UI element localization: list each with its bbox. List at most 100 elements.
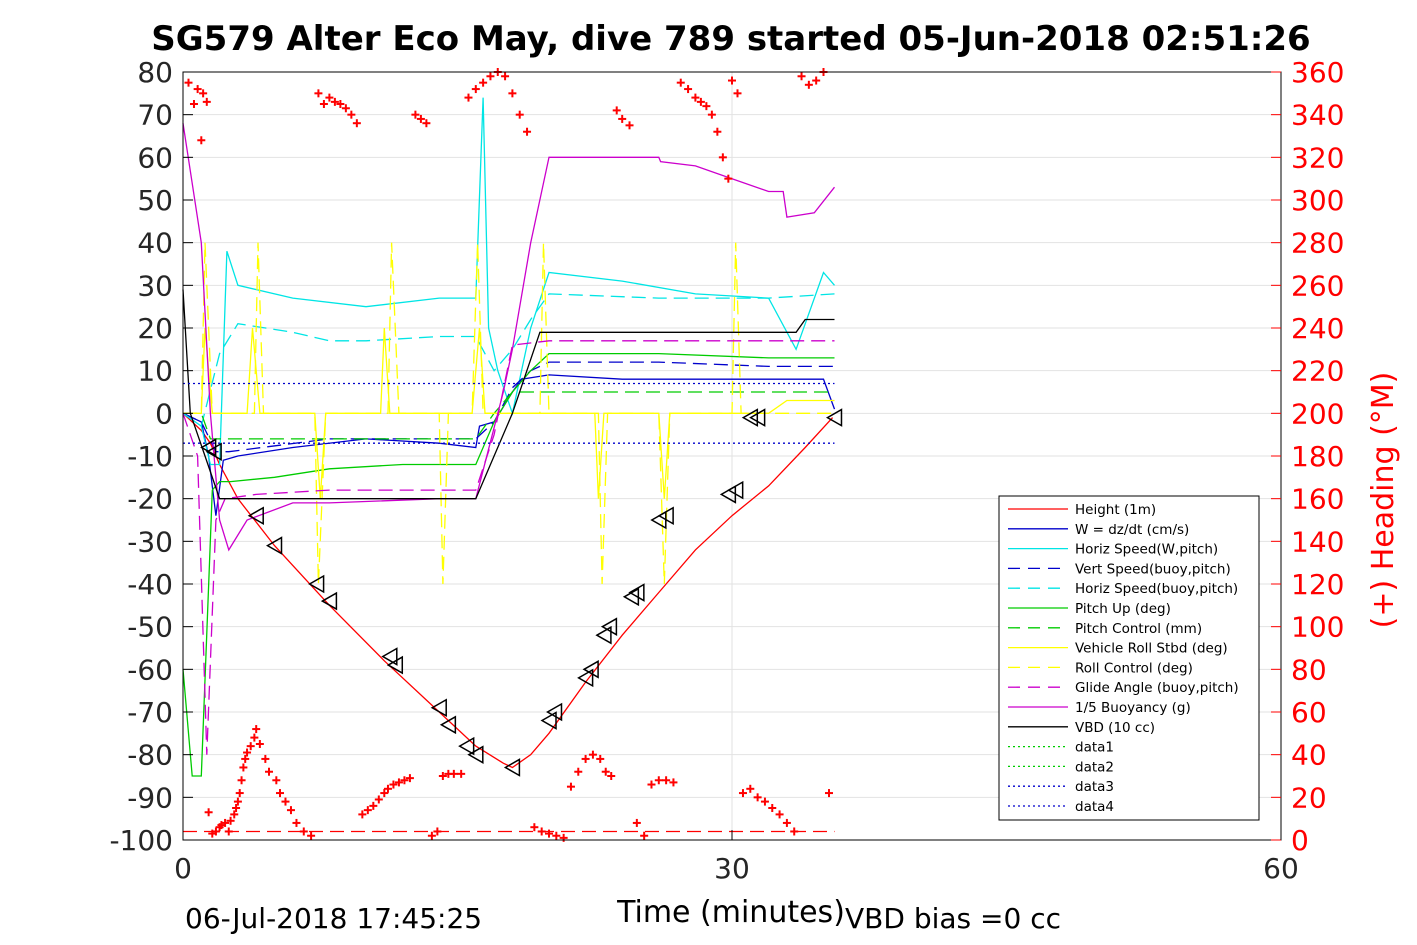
y-tick-label: -80 bbox=[127, 739, 173, 772]
heading-point bbox=[804, 80, 813, 89]
y2-tick-label: 80 bbox=[1291, 653, 1327, 686]
heading-point bbox=[230, 810, 239, 819]
heading-point bbox=[486, 72, 495, 81]
heading-point bbox=[596, 754, 605, 763]
series-line-10 bbox=[182, 123, 836, 552]
triangle-marker bbox=[320, 591, 338, 611]
legend-label-1: W = dz/dt (cm/s) bbox=[1075, 522, 1189, 538]
legend-box bbox=[998, 495, 1260, 821]
heading-point bbox=[724, 174, 733, 183]
marker-group bbox=[184, 68, 843, 842]
heading-point bbox=[193, 85, 202, 94]
legend-label-10: 1/5 Buoyancy (g) bbox=[1075, 700, 1191, 716]
y-tick-label: 50 bbox=[137, 184, 173, 217]
heading-point bbox=[427, 831, 436, 840]
legend-label-4: Horiz Speed(buoy,pitch) bbox=[1075, 581, 1238, 597]
triangle-marker bbox=[577, 668, 594, 688]
heading-point bbox=[449, 769, 458, 778]
heading-point bbox=[265, 767, 274, 776]
heading-point bbox=[696, 97, 705, 106]
y2-tick-label: 100 bbox=[1291, 611, 1344, 644]
legend: Height (1m) W = dz/dt (cm/s) Horiz Speed(W… bbox=[998, 495, 1260, 821]
x-tick-label: 60 bbox=[1263, 852, 1299, 885]
series-line-7 bbox=[183, 327, 835, 499]
legend-label-7: Vehicle Roll Stbd (deg) bbox=[1075, 641, 1228, 657]
footer-vbd-bias: VBD bias =0 cc bbox=[845, 902, 1061, 935]
heading-point bbox=[768, 804, 777, 812]
heading-point bbox=[241, 754, 250, 763]
heading-point bbox=[374, 795, 383, 804]
heading-point bbox=[202, 97, 211, 106]
legend-label-5: Pitch Up (deg) bbox=[1075, 601, 1171, 617]
y2-axis-label: (+) Heading (°M) bbox=[1366, 372, 1401, 629]
triangle-marker bbox=[540, 711, 557, 730]
y2-tick-label: 220 bbox=[1291, 355, 1344, 388]
y-tick-label: -10 bbox=[127, 440, 173, 473]
heading-point bbox=[559, 833, 568, 842]
heading-point bbox=[612, 106, 621, 115]
heading-point bbox=[250, 733, 259, 742]
legend-label-13: data2 bbox=[1075, 759, 1114, 775]
heading-point bbox=[702, 102, 711, 111]
heading-point bbox=[299, 827, 308, 836]
y-tick-label: 30 bbox=[137, 269, 173, 302]
y2-tick-label: 20 bbox=[1291, 781, 1327, 814]
heading-point bbox=[204, 808, 213, 817]
heading-point bbox=[314, 89, 323, 98]
heading-point bbox=[464, 93, 473, 102]
heading-point bbox=[235, 789, 244, 798]
heading-point bbox=[411, 110, 420, 119]
y-tick-label: -70 bbox=[127, 696, 173, 729]
series-line-2 bbox=[182, 97, 835, 466]
triangle-marker bbox=[308, 574, 325, 594]
heading-point bbox=[416, 114, 425, 123]
y2-tick-label: 300 bbox=[1291, 184, 1344, 217]
y-tick-label: -50 bbox=[127, 611, 173, 644]
heading-point bbox=[552, 831, 561, 840]
heading-point bbox=[184, 78, 193, 87]
y2-tick-label: 320 bbox=[1291, 141, 1344, 174]
heading-point bbox=[232, 804, 241, 812]
triangle-marker bbox=[467, 745, 484, 764]
triangle-marker bbox=[503, 758, 521, 777]
y-tick-label: 20 bbox=[137, 312, 173, 345]
heading-point bbox=[718, 153, 727, 162]
heading-point bbox=[640, 831, 649, 840]
y-tick-label: -20 bbox=[127, 483, 173, 516]
heading-point bbox=[233, 797, 242, 806]
heading-point bbox=[479, 78, 488, 87]
heading-point bbox=[654, 776, 663, 785]
triangle-marker bbox=[727, 480, 744, 500]
heading-point bbox=[574, 767, 583, 776]
y-tick-label: -30 bbox=[127, 525, 173, 558]
heading-point bbox=[581, 754, 590, 763]
heading-point bbox=[607, 772, 616, 780]
triangle-marker bbox=[439, 715, 457, 735]
triangle-marker bbox=[628, 583, 645, 602]
triangle-marker bbox=[386, 655, 404, 675]
series-line-11 bbox=[182, 289, 835, 500]
heading-point bbox=[790, 827, 799, 836]
heading-point bbox=[330, 97, 339, 106]
legend-label-14: data3 bbox=[1075, 779, 1114, 795]
heading-point bbox=[733, 89, 742, 98]
y2-tick-label: 200 bbox=[1291, 397, 1344, 430]
heading-point bbox=[713, 127, 722, 136]
y2-tick-label: 60 bbox=[1291, 696, 1327, 729]
heading-point bbox=[471, 85, 480, 94]
heading-point bbox=[319, 100, 328, 108]
heading-point bbox=[707, 110, 716, 119]
heading-point bbox=[400, 776, 409, 785]
heading-point bbox=[275, 789, 284, 798]
triangle-marker bbox=[749, 408, 766, 427]
heading-point bbox=[433, 827, 442, 836]
heading-point bbox=[545, 829, 553, 838]
y-tick-label: 80 bbox=[137, 56, 173, 89]
heading-point bbox=[237, 776, 246, 785]
heading-point bbox=[211, 827, 220, 836]
series-line-3 bbox=[182, 361, 835, 453]
y-tick-label: -90 bbox=[127, 781, 173, 814]
heading-point bbox=[647, 780, 656, 789]
legend-label-2: Horiz Speed(W,pitch) bbox=[1075, 542, 1218, 558]
x-tick-label: 0 bbox=[174, 852, 192, 885]
